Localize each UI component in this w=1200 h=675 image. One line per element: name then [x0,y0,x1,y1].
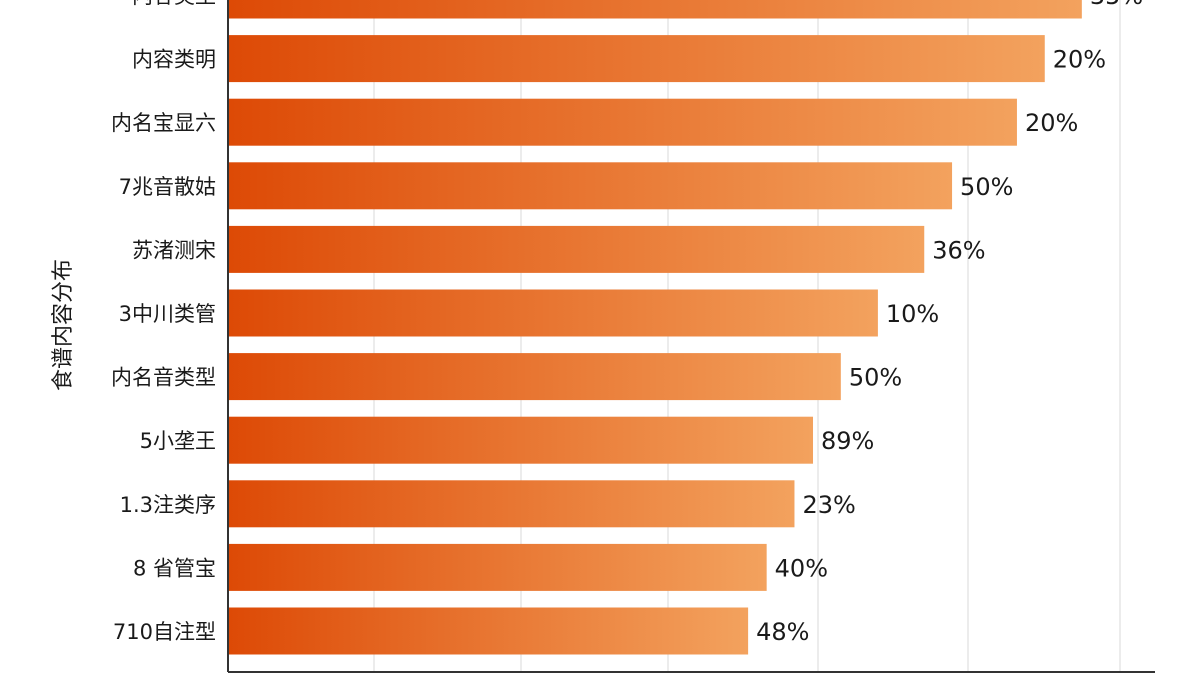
bar-7 [229,416,814,464]
value-label-10: 48% [756,618,809,646]
category-label-6: 内名音类型 [111,366,216,390]
bars [229,0,1082,655]
y-axis-title: 食谱内容分布 [51,259,76,391]
bar-0 [229,0,1082,19]
value-label-4: 36% [932,236,985,264]
bar-1 [229,35,1045,83]
value-label-6: 50% [849,364,902,392]
value-label-0: 35% [1090,0,1143,10]
category-label-8: 1.3注类序 [120,493,216,517]
value-label-7: 89% [821,427,874,455]
category-label-9: 8 省管宝 [133,556,216,580]
category-label-0: 内容类型 [132,0,216,8]
bar-4 [229,225,925,273]
bar-3 [229,162,953,210]
labels: 内容类型 35% 内容类明 20% 内名宝显六 20% 7兆音散姑 50% 苏渚测宋 36% 3中川… [111,0,1143,646]
bar-6 [229,353,841,401]
bar-8 [229,480,795,528]
category-label-7: 5小垄王 [140,429,216,453]
category-label-2: 内名宝显六 [111,111,216,135]
value-label-3: 50% [960,173,1013,201]
category-label-10: 710自注型 [113,620,216,644]
category-label-4: 苏渚测宋 [132,238,216,262]
value-label-8: 23% [802,491,855,519]
category-label-3: 7兆音散姑 [119,175,216,199]
bar-10 [229,607,749,655]
value-label-5: 10% [886,300,939,328]
bar-5 [229,289,878,337]
value-label-1: 20% [1053,46,1106,74]
value-label-9: 40% [775,554,828,582]
category-label-5: 3中川类管 [119,302,216,326]
bar-2 [229,98,1017,146]
category-label-1: 内容类明 [132,48,216,72]
value-label-2: 20% [1025,109,1078,137]
bar-9 [229,543,767,591]
